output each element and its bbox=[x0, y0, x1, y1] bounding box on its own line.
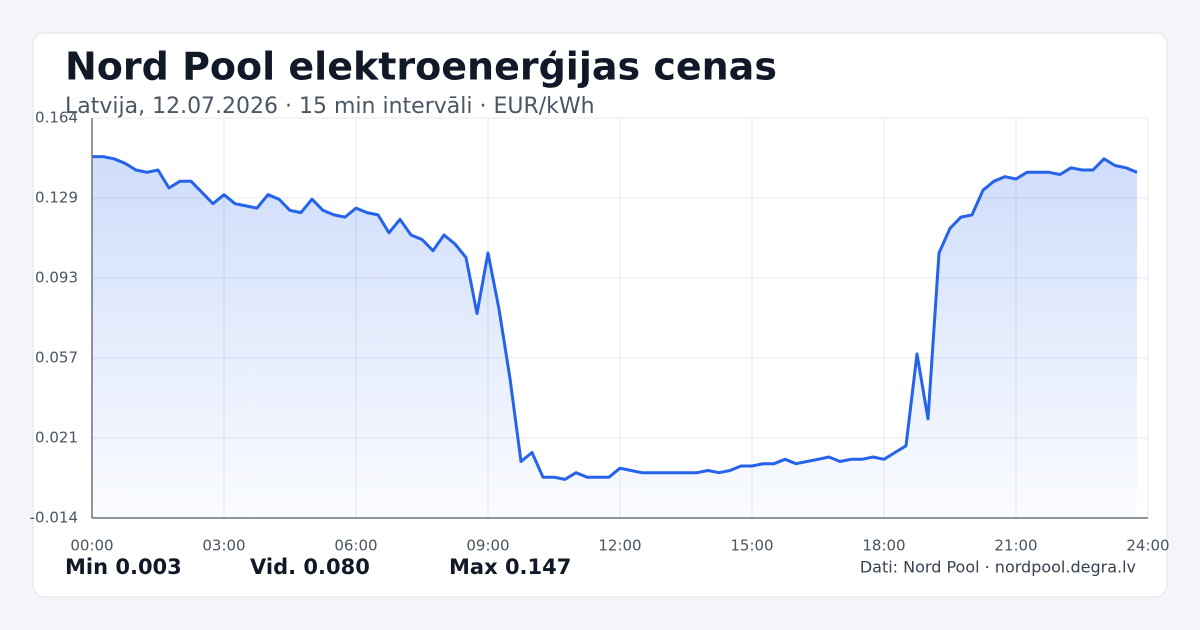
source: Dati: Nord Pool · nordpool.degra.lv bbox=[860, 558, 1136, 577]
y-tick-label: 0.129 bbox=[35, 189, 78, 207]
chart-title: Nord Pool elektroenerģijas cenas bbox=[65, 45, 777, 89]
y-tick-label: 0.021 bbox=[35, 429, 78, 447]
x-tick-label: 00:00 bbox=[70, 537, 113, 555]
y-tick-label: 0.057 bbox=[35, 349, 78, 367]
stat-value: 0.080 bbox=[303, 555, 369, 579]
x-tick-label: 21:00 bbox=[994, 537, 1037, 555]
stat-value: 0.003 bbox=[115, 555, 181, 579]
x-tick-label: 24:00 bbox=[1126, 537, 1169, 555]
line bbox=[92, 155, 1138, 481]
stat-max: Max 0.147 bbox=[449, 555, 571, 579]
stat-label: Max bbox=[449, 555, 498, 579]
area bbox=[92, 156, 1137, 518]
stat-value: 0.147 bbox=[505, 555, 571, 579]
y-tick-label: -0.014 bbox=[30, 509, 78, 527]
stat-label: Vid. bbox=[250, 555, 296, 579]
stat-label: Min bbox=[65, 555, 108, 579]
y-tick-label: 0.093 bbox=[35, 269, 78, 287]
y-tick-label: 0.164 bbox=[35, 109, 78, 127]
plot bbox=[92, 155, 1138, 518]
x-tick-label: 15:00 bbox=[730, 537, 773, 555]
x-tick-label: 12:00 bbox=[598, 537, 641, 555]
x-tick-label: 09:00 bbox=[466, 537, 509, 555]
stat-avg: Vid. 0.080 bbox=[250, 555, 370, 579]
stat-min: Min 0.003 bbox=[65, 555, 182, 579]
x-tick-label: 03:00 bbox=[202, 537, 245, 555]
x-tick-label: 06:00 bbox=[334, 537, 377, 555]
chart-subtitle: Latvija, 12.07.2026 · 15 min intervāli ·… bbox=[65, 94, 595, 119]
x-tick-label: 18:00 bbox=[862, 537, 905, 555]
